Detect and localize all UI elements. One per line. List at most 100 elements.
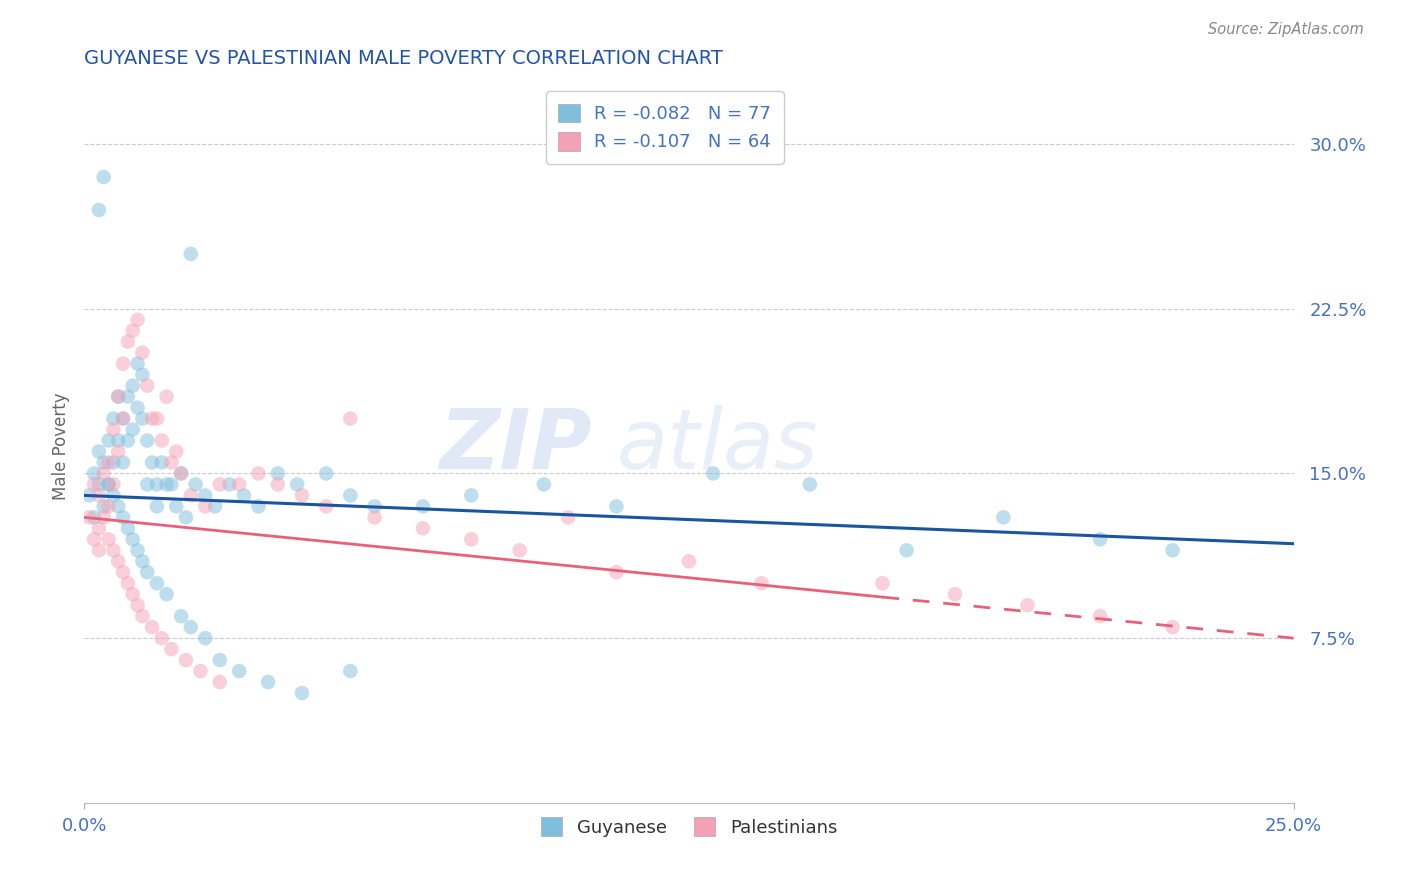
- Point: [103, 455, 125, 469]
- Point: [267, 477, 290, 491]
- Point: [83, 510, 105, 524]
- Point: [208, 653, 231, 667]
- Point: [136, 434, 159, 448]
- Point: [170, 609, 193, 624]
- Point: [174, 510, 197, 524]
- Point: [87, 444, 110, 458]
- Point: [97, 455, 120, 469]
- Point: [112, 357, 135, 371]
- Point: [107, 554, 129, 568]
- Point: [87, 202, 110, 217]
- Point: [97, 500, 120, 514]
- Point: [180, 488, 202, 502]
- Point: [896, 543, 918, 558]
- Point: [678, 554, 700, 568]
- Point: [87, 521, 110, 535]
- Point: [127, 357, 149, 371]
- Point: [136, 378, 159, 392]
- Point: [141, 411, 163, 425]
- Point: [146, 576, 169, 591]
- Point: [208, 477, 231, 491]
- Point: [412, 521, 434, 535]
- Point: [285, 477, 308, 491]
- Point: [136, 566, 159, 580]
- Point: [121, 587, 143, 601]
- Point: [77, 510, 100, 524]
- Point: [87, 477, 110, 491]
- Point: [83, 477, 105, 491]
- Point: [155, 477, 177, 491]
- Point: [194, 488, 217, 502]
- Text: ZIP: ZIP: [440, 406, 592, 486]
- Point: [117, 521, 139, 535]
- Point: [170, 467, 193, 481]
- Point: [93, 510, 115, 524]
- Point: [1088, 533, 1111, 547]
- Point: [155, 390, 177, 404]
- Point: [127, 598, 149, 612]
- Point: [127, 543, 149, 558]
- Point: [97, 434, 120, 448]
- Point: [247, 467, 270, 481]
- Point: [702, 467, 724, 481]
- Point: [460, 533, 482, 547]
- Point: [93, 169, 115, 184]
- Point: [218, 477, 240, 491]
- Point: [160, 642, 183, 657]
- Point: [160, 477, 183, 491]
- Point: [204, 500, 226, 514]
- Point: [103, 477, 125, 491]
- Point: [1161, 620, 1184, 634]
- Y-axis label: Male Poverty: Male Poverty: [52, 392, 70, 500]
- Point: [146, 411, 169, 425]
- Point: [208, 675, 231, 690]
- Point: [150, 631, 173, 645]
- Point: [509, 543, 531, 558]
- Point: [184, 477, 207, 491]
- Point: [83, 533, 105, 547]
- Point: [228, 664, 250, 678]
- Point: [257, 675, 280, 690]
- Point: [165, 500, 187, 514]
- Point: [339, 411, 361, 425]
- Point: [107, 434, 129, 448]
- Point: [131, 368, 153, 382]
- Point: [247, 500, 270, 514]
- Point: [291, 686, 314, 700]
- Point: [131, 554, 153, 568]
- Point: [1161, 543, 1184, 558]
- Point: [180, 620, 202, 634]
- Point: [103, 423, 125, 437]
- Point: [87, 488, 110, 502]
- Point: [107, 390, 129, 404]
- Point: [605, 566, 627, 580]
- Point: [93, 467, 115, 481]
- Point: [107, 444, 129, 458]
- Point: [363, 500, 385, 514]
- Point: [112, 510, 135, 524]
- Point: [339, 488, 361, 502]
- Point: [117, 334, 139, 349]
- Point: [117, 576, 139, 591]
- Point: [267, 467, 290, 481]
- Point: [146, 477, 169, 491]
- Point: [131, 411, 153, 425]
- Point: [107, 390, 129, 404]
- Point: [533, 477, 555, 491]
- Point: [150, 455, 173, 469]
- Point: [943, 587, 966, 601]
- Point: [103, 411, 125, 425]
- Point: [121, 533, 143, 547]
- Point: [190, 664, 212, 678]
- Point: [141, 620, 163, 634]
- Point: [315, 500, 337, 514]
- Point: [170, 467, 193, 481]
- Point: [97, 533, 120, 547]
- Point: [136, 477, 159, 491]
- Point: [103, 488, 125, 502]
- Point: [605, 500, 627, 514]
- Point: [83, 467, 105, 481]
- Point: [155, 587, 177, 601]
- Point: [160, 455, 183, 469]
- Point: [194, 631, 217, 645]
